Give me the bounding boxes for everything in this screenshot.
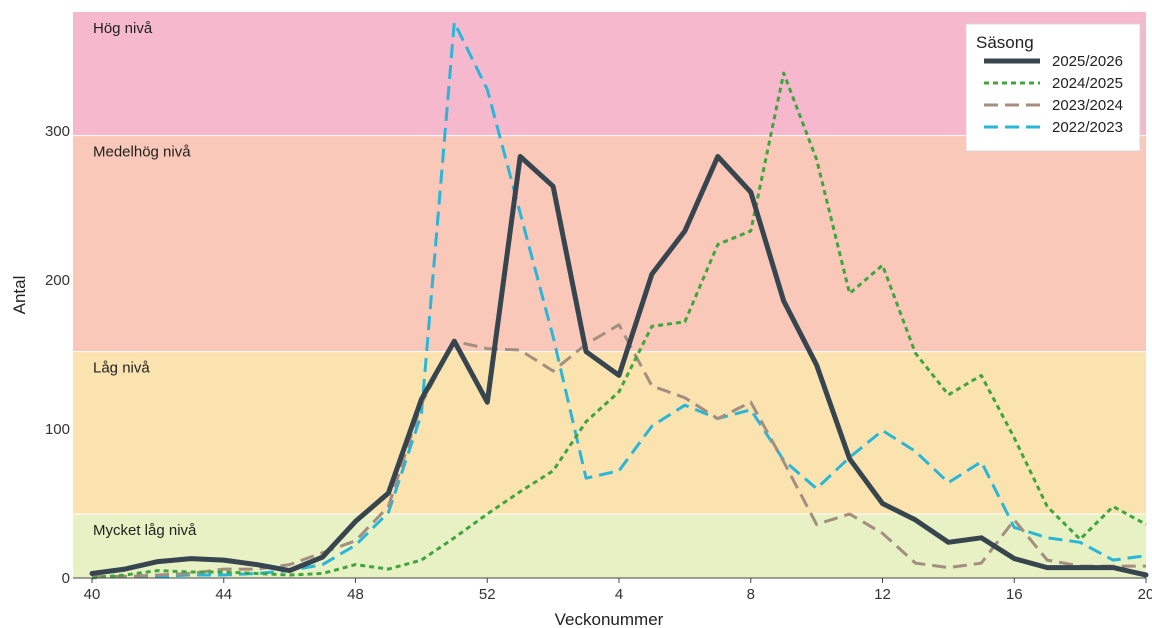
y-tick-label: 100 bbox=[45, 421, 70, 438]
legend-title: Säsong bbox=[976, 33, 1034, 52]
band-label: Låg nivå bbox=[93, 360, 150, 377]
y-tick-label: 200 bbox=[45, 272, 70, 289]
series-line-2024-2025 bbox=[91, 71, 1147, 580]
x-tick-label: 12 bbox=[874, 586, 891, 603]
legend-label: 2024/2025 bbox=[1052, 75, 1123, 92]
y-tick-label: 0 bbox=[62, 570, 70, 587]
y-tick-label: 300 bbox=[45, 123, 70, 140]
series-line-2022-2023 bbox=[92, 20, 1147, 578]
x-tick-label: 52 bbox=[479, 586, 496, 603]
y-axis-ticks: 0 100 200 300 bbox=[45, 123, 70, 587]
x-tick-label: 44 bbox=[215, 586, 232, 603]
x-tick-label: 16 bbox=[1006, 586, 1023, 603]
band-label: Medelhög nivå bbox=[93, 144, 191, 161]
series-lines bbox=[89, 20, 1149, 580]
legend-box bbox=[965, 23, 1141, 152]
legend: Säsong 2025/2026 2024/2025 2023/2024 2022/2… bbox=[965, 23, 1141, 152]
x-tick-label: 4 bbox=[615, 586, 623, 603]
x-axis-label: Veckonummer bbox=[555, 610, 664, 628]
legend-label: 2023/2024 bbox=[1052, 97, 1123, 114]
legend-label: 2022/2023 bbox=[1052, 119, 1123, 136]
y-axis-label: Antal bbox=[10, 276, 29, 315]
band-2 bbox=[73, 135, 1146, 352]
x-tick-label: 20 bbox=[1138, 586, 1152, 603]
x-tick-label: 48 bbox=[347, 586, 364, 603]
legend-label: 2025/2026 bbox=[1052, 53, 1123, 70]
x-axis-ticks: 40 44 48 52 4 8 12 16 20 bbox=[84, 578, 1152, 603]
x-tick-label: 40 bbox=[84, 586, 101, 603]
x-tick-label: 8 bbox=[747, 586, 755, 603]
band-labels: Mycket låg nivå Låg nivå Medelhög nivå Hög … bbox=[93, 20, 197, 539]
band-label: Hög nivå bbox=[93, 20, 153, 37]
band-0 bbox=[73, 513, 1146, 578]
band-1 bbox=[73, 351, 1146, 514]
series-line-2025-2026 bbox=[89, 154, 1149, 578]
band-label: Mycket låg nivå bbox=[93, 522, 197, 539]
